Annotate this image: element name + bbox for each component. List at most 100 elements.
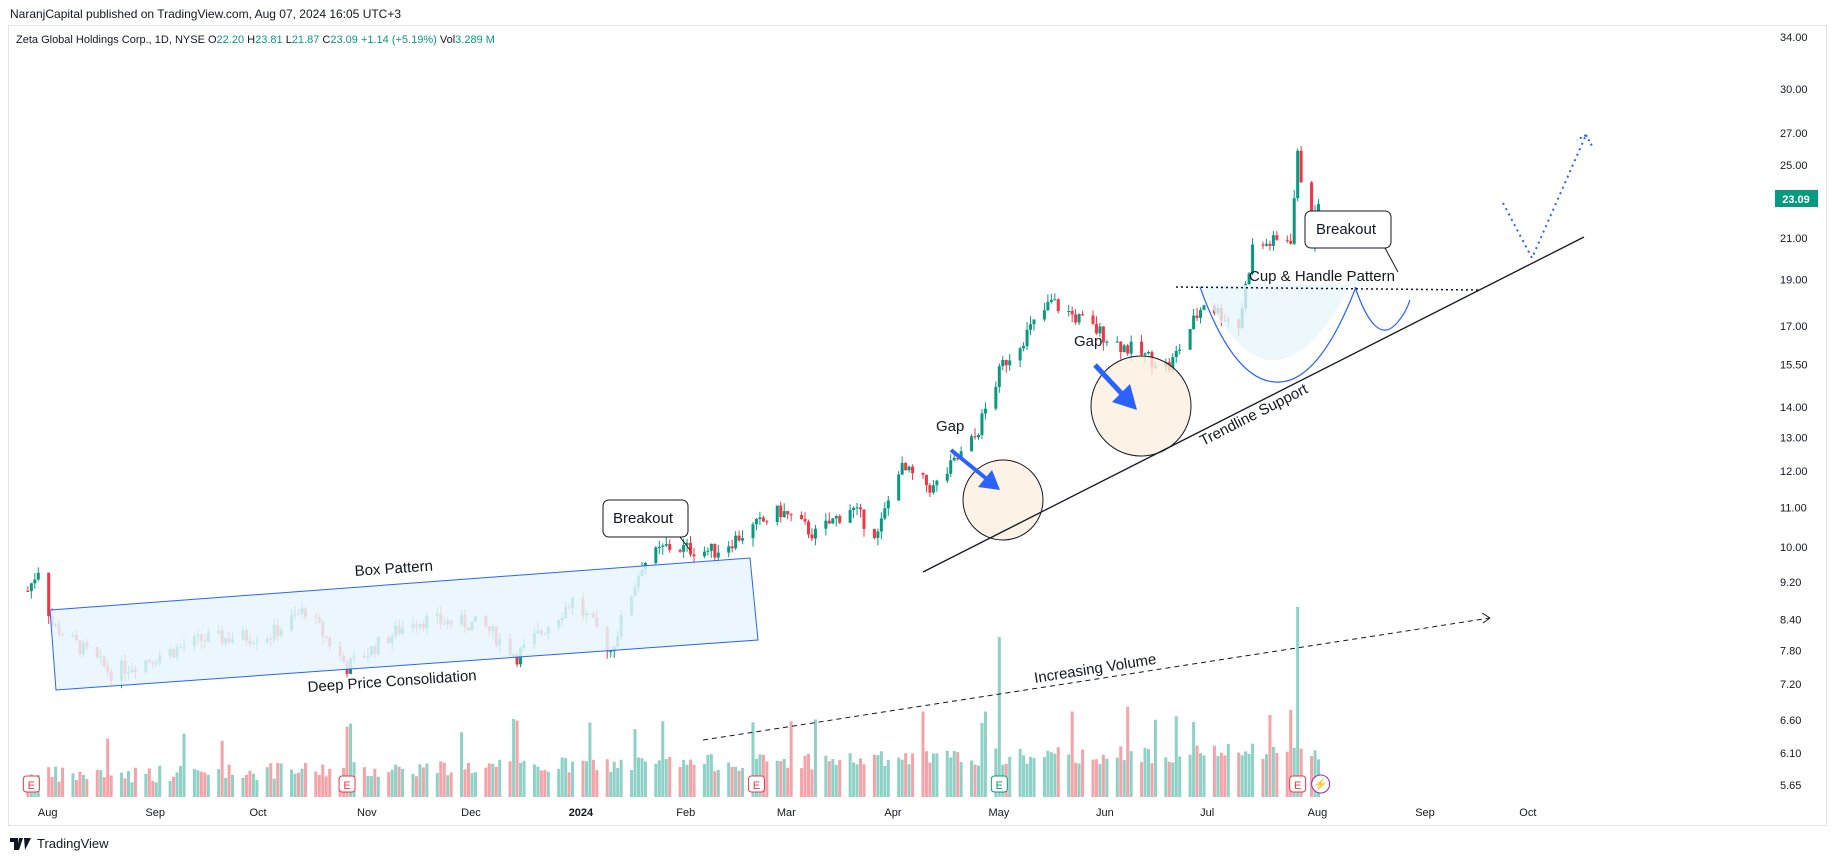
volume-bar: [737, 770, 741, 797]
volume-bar: [321, 764, 325, 797]
increasing-volume-line[interactable]: [702, 617, 1491, 741]
close-value: 23.09: [330, 34, 358, 46]
candle-body: [716, 552, 720, 558]
volume-bar: [418, 764, 422, 797]
candle-body: [1140, 341, 1144, 355]
breakout-callout-2[interactable]: Breakout: [1304, 210, 1399, 273]
candle-body: [800, 515, 804, 520]
price-tick-2: 27.00: [1780, 128, 1808, 140]
volume-bar: [1212, 745, 1216, 797]
box-pattern-shape[interactable]: [49, 557, 759, 691]
volume-bar: [713, 771, 717, 797]
volume-bar: [1251, 743, 1255, 797]
volume-bar: [557, 768, 561, 797]
volume-bar: [487, 763, 491, 797]
deep-consolidation-label: Deep Price Consolidation: [307, 667, 477, 696]
volume-bar: [1032, 758, 1036, 797]
volume-bar: [1018, 749, 1022, 797]
gap-circle-1[interactable]: [962, 459, 1044, 541]
increasing-volume-label: Increasing Volume: [1033, 651, 1158, 687]
candle-body: [1171, 357, 1175, 371]
candle-body: [831, 518, 835, 524]
volume-bar: [609, 771, 613, 797]
gap-arrow-2[interactable]: [1093, 363, 1137, 410]
resistance-dotted-line[interactable]: [1175, 286, 1479, 291]
price-tick-11: 11.00: [1780, 502, 1807, 514]
candle-body: [775, 505, 779, 523]
symbol-title[interactable]: Zeta Global Holdings Corp., 1D, NYSE: [16, 34, 205, 46]
candle-body: [765, 521, 769, 523]
volume-bar: [727, 762, 731, 797]
candle-body: [678, 549, 682, 552]
volume-bar: [421, 767, 425, 797]
earnings-marker-label: E: [996, 780, 1003, 792]
trendline-support[interactable]: [922, 236, 1585, 573]
volume-bar: [179, 765, 183, 797]
breakout-callout-1[interactable]: Breakout: [602, 499, 691, 551]
volume-bar: [883, 765, 887, 797]
candle-body: [848, 509, 852, 523]
tradingview-footer[interactable]: TradingView: [10, 836, 109, 851]
volume-bar: [220, 740, 224, 797]
price-axis[interactable]: 34.00 30.00 27.00 25.00 21.00 19.00 17.00 15.50…: [1780, 32, 1808, 792]
candle-body: [741, 538, 745, 541]
volume-bar: [1244, 751, 1248, 797]
volume-bar: [290, 769, 294, 797]
time-axis[interactable]: Aug Sep Oct Nov Dec 2024 Feb Mar Apr May Jun Jul Aug…: [38, 807, 1537, 819]
candle-body: [685, 542, 689, 546]
volume-bar: [175, 772, 179, 797]
volume-bar: [522, 760, 526, 797]
volume-bar: [442, 762, 446, 797]
volume-bar: [345, 726, 349, 797]
volume-bar: [567, 772, 571, 797]
volume-bar: [328, 768, 332, 797]
box-pattern-label: Box Pattern: [354, 558, 433, 580]
volume-bar: [1153, 719, 1157, 797]
handle-curve[interactable]: [1354, 286, 1411, 331]
dividend-marker: [1311, 774, 1331, 794]
candle-body: [879, 518, 883, 532]
volume-bar: [838, 760, 842, 797]
volume-bar: [546, 771, 550, 797]
volume-bar: [1094, 759, 1098, 797]
candle-body: [657, 546, 661, 548]
volume-bar: [1195, 745, 1199, 797]
candle-body: [33, 579, 37, 584]
volume-bar: [682, 759, 686, 797]
volume-bar: [1167, 761, 1171, 797]
volume-bar: [81, 775, 85, 797]
candle-body: [1143, 353, 1147, 355]
price-tick-16: 7.20: [1780, 679, 1801, 691]
volume-bar: [1261, 758, 1265, 797]
cup-shape[interactable]: [1200, 274, 1359, 361]
volume-bar: [945, 750, 949, 797]
candle-body: [997, 366, 1001, 387]
footer-brand: TradingView: [37, 836, 109, 851]
volume-bar: [539, 770, 543, 797]
candle-body: [886, 500, 890, 509]
cup-curve[interactable]: [1199, 286, 1357, 383]
projection-path[interactable]: [1502, 134, 1587, 261]
volume-bar: [595, 770, 599, 797]
gap-arrow-1[interactable]: [949, 448, 1000, 490]
candle-body: [1289, 240, 1293, 244]
candle-body: [959, 451, 963, 460]
volume-bar: [484, 767, 488, 797]
volume-bar: [786, 767, 790, 797]
candle-body: [1049, 299, 1053, 302]
candle-body: [1292, 198, 1296, 244]
volume-bar: [834, 765, 838, 797]
gap-circle-2[interactable]: [1090, 355, 1192, 457]
volume-bar: [911, 753, 915, 797]
candle-body: [689, 542, 693, 555]
volume-bar: [789, 721, 793, 797]
volume-bar: [366, 775, 370, 797]
candle-body: [803, 519, 807, 522]
volume-bar: [619, 759, 623, 797]
candle-body: [897, 474, 901, 501]
candle-body: [810, 534, 814, 539]
candle-body: [834, 516, 838, 519]
time-tick-9: May: [988, 807, 1009, 819]
volume-bar: [859, 758, 863, 797]
